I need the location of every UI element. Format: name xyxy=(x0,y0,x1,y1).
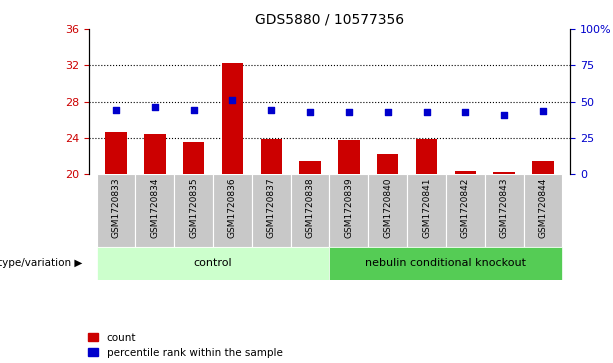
Bar xyxy=(330,247,562,280)
Bar xyxy=(97,174,135,247)
Point xyxy=(344,109,354,115)
Bar xyxy=(97,247,330,280)
Bar xyxy=(532,160,554,174)
Text: nebulin conditional knockout: nebulin conditional knockout xyxy=(365,258,527,268)
Text: GSM1720835: GSM1720835 xyxy=(189,178,198,238)
Text: GSM1720836: GSM1720836 xyxy=(228,178,237,238)
Text: GSM1720841: GSM1720841 xyxy=(422,178,431,238)
Bar xyxy=(338,140,360,174)
Point xyxy=(111,107,121,113)
Bar xyxy=(213,174,252,247)
Bar xyxy=(446,174,485,247)
Bar xyxy=(252,174,291,247)
Text: GSM1720834: GSM1720834 xyxy=(150,178,159,238)
Bar xyxy=(183,142,204,174)
Text: control: control xyxy=(194,258,232,268)
Bar xyxy=(174,174,213,247)
Bar xyxy=(485,174,524,247)
Text: GSM1720842: GSM1720842 xyxy=(461,178,470,238)
Point xyxy=(422,109,432,115)
Legend: count, percentile rank within the sample: count, percentile rank within the sample xyxy=(88,333,283,358)
Bar xyxy=(261,139,282,174)
Bar xyxy=(299,160,321,174)
Text: GSM1720838: GSM1720838 xyxy=(306,178,314,238)
Text: GSM1720833: GSM1720833 xyxy=(112,178,121,238)
Bar xyxy=(377,154,398,174)
Bar xyxy=(105,132,127,174)
Point xyxy=(460,109,470,115)
Point xyxy=(150,105,160,110)
Text: GSM1720844: GSM1720844 xyxy=(538,178,547,238)
Bar xyxy=(407,174,446,247)
Text: genotype/variation ▶: genotype/variation ▶ xyxy=(0,258,83,268)
Bar xyxy=(330,174,368,247)
Point xyxy=(383,109,392,115)
Text: GSM1720839: GSM1720839 xyxy=(345,178,353,238)
Bar xyxy=(135,174,174,247)
Bar xyxy=(222,62,243,174)
Point xyxy=(538,108,548,114)
Bar xyxy=(455,171,476,174)
Text: GSM1720843: GSM1720843 xyxy=(500,178,509,238)
Text: GSM1720840: GSM1720840 xyxy=(383,178,392,238)
Bar xyxy=(368,174,407,247)
Text: GSM1720837: GSM1720837 xyxy=(267,178,276,238)
Point xyxy=(499,112,509,118)
Bar xyxy=(291,174,330,247)
Bar xyxy=(416,139,437,174)
Bar xyxy=(524,174,562,247)
Point xyxy=(189,107,199,113)
Point xyxy=(267,107,276,113)
Bar xyxy=(493,172,515,174)
Title: GDS5880 / 10577356: GDS5880 / 10577356 xyxy=(255,12,404,26)
Point xyxy=(227,97,237,103)
Point xyxy=(305,109,315,115)
Bar xyxy=(144,134,166,174)
